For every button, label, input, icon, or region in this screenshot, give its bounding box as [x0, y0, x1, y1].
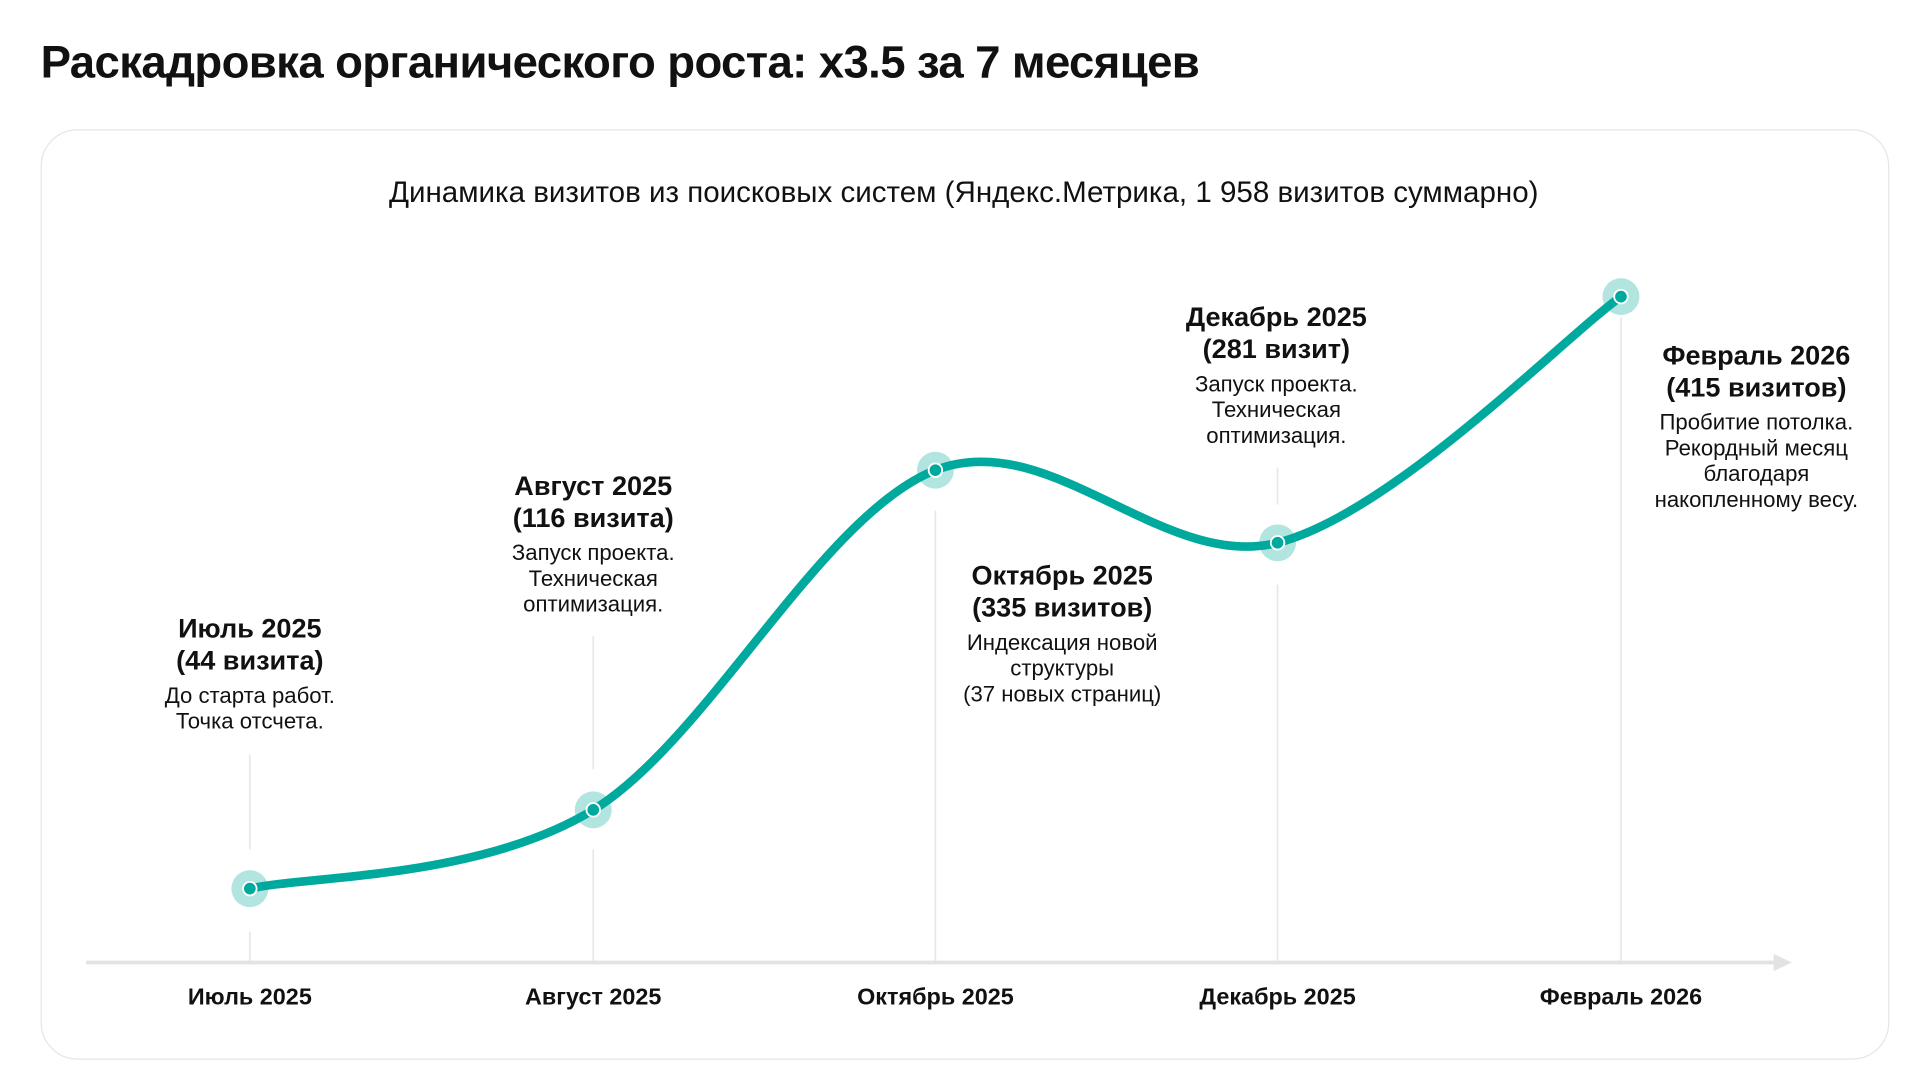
annotation-line: Индексация новой	[966, 630, 1158, 655]
data-point	[1613, 288, 1629, 305]
x-tick-label: Август 2025	[525, 984, 662, 1011]
page-title: Раскадровка органического роста: x3.5 за…	[40, 36, 1200, 88]
annotation-line: Точка отсчета.	[175, 708, 324, 734]
annotation-heading: (116 визита)	[512, 502, 674, 533]
annotation-line: оптимизация.	[1206, 423, 1347, 449]
x-tick-label: Октябрь 2025	[857, 984, 1014, 1011]
annotation-heading: (281 визит)	[1202, 333, 1351, 365]
chart-card	[40, 129, 1890, 1060]
x-axis-arrow	[1773, 953, 1793, 972]
data-point	[1269, 535, 1286, 551]
annotation-line: Пробитие потолка.	[1659, 409, 1854, 435]
annotation: Август 2025 (116 визита) Запуск проекта. Те…	[433, 470, 753, 618]
annotation: Февраль 2026 (415 визитов) Пробитие потолк…	[1596, 340, 1916, 514]
x-tick-label: Февраль 2026	[1539, 984, 1703, 1011]
annotation-heading: (415 визитов)	[1666, 371, 1847, 403]
annotation-description: Индексация новой структуры (37 новых стран…	[902, 630, 1222, 708]
x-tick-label: Декабрь 2025	[1199, 984, 1356, 1011]
x-tick-label: Июль 2025	[187, 984, 312, 1011]
annotation-description: Запуск проекта. Техническая оптимизация.	[1116, 372, 1436, 450]
annotation: Декабрь 2025 (281 визит) Запуск проекта. Те…	[1116, 302, 1436, 450]
annotation-heading: Октябрь 2025	[971, 560, 1153, 591]
annotation-line: структуры	[1010, 656, 1115, 681]
annotation-line: До старта работ.	[164, 683, 335, 708]
annotation-line: Техническая	[528, 566, 658, 591]
annotation: Октябрь 2025 (335 визитов) Индексация ново…	[902, 560, 1222, 708]
annotation-line: Рекордный месяц	[1664, 435, 1848, 461]
annotation-heading: Август 2025	[514, 470, 673, 501]
annotation-line: (37 новых страниц)	[963, 681, 1162, 707]
annotation-line: Запуск проекта.	[1194, 371, 1358, 397]
annotation-line: Техническая	[1211, 397, 1341, 423]
annotation-line: оптимизация.	[523, 592, 664, 617]
annotation-description: Пробитие потолка. Рекордный месяц благодар…	[1596, 410, 1916, 513]
annotation: Июль 2025 (44 визита) До старта работ. Точк…	[90, 613, 410, 735]
annotation-line: благодаря	[1703, 461, 1810, 487]
chart-title: Динамика визитов из поисковых систем (Ян…	[388, 176, 1539, 210]
data-point	[927, 462, 944, 478]
annotation-line: накопленному весу.	[1654, 487, 1859, 513]
annotation-heading: (44 визита)	[176, 644, 324, 676]
annotation-heading: Февраль 2026	[1662, 339, 1851, 371]
annotation-heading: Декабрь 2025	[1185, 301, 1367, 333]
annotation-heading: (335 визитов)	[972, 592, 1153, 623]
annotation-heading: Июль 2025	[178, 612, 322, 644]
data-point	[585, 802, 601, 818]
annotation-description: Запуск проекта. Техническая оптимизация.	[433, 540, 753, 618]
annotation-description: До старта работ. Точка отсчета.	[90, 683, 410, 735]
data-point	[242, 880, 258, 897]
annotation-line: Запуск проекта.	[511, 540, 675, 565]
